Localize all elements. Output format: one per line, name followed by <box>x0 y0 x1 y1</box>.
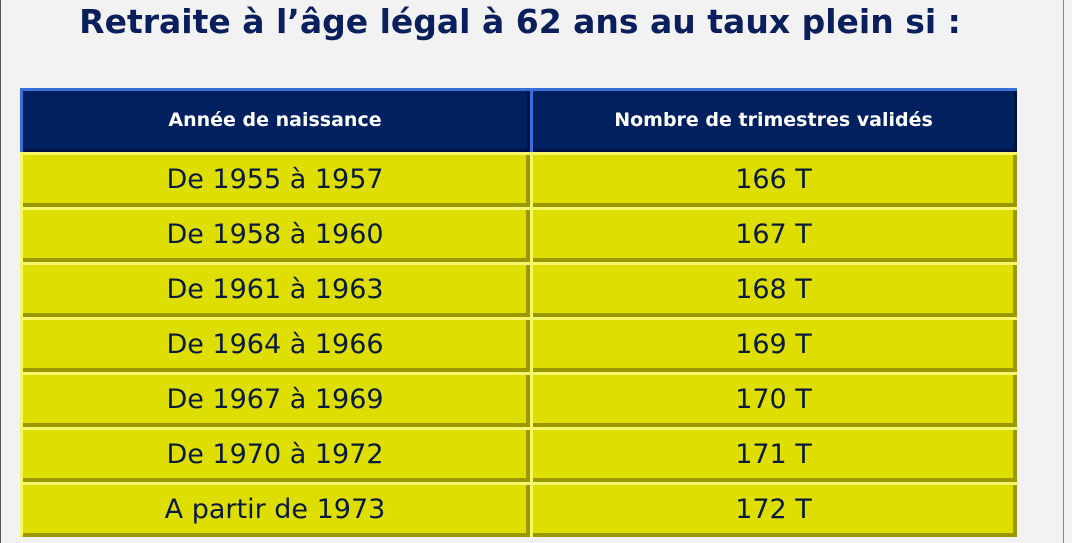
table-row: De 1955 à 1957 166 T <box>20 152 1017 207</box>
table-cell: A partir de 1973 <box>20 482 530 537</box>
table: Année de naissance Nombre de trimestres v… <box>20 88 1017 537</box>
table-cell: 171 T <box>530 427 1017 482</box>
title: Retraite à l’âge légal à 62 ans au taux … <box>79 2 961 41</box>
header-cell: Nombre de trimestres validés <box>530 88 1017 152</box>
header-cell: Année de naissance <box>20 88 530 152</box>
table-cell: De 1967 à 1969 <box>20 372 530 427</box>
table-cell: De 1970 à 1972 <box>20 427 530 482</box>
table-row: De 1967 à 1969 170 T <box>20 372 1017 427</box>
table-cell: 170 T <box>530 372 1017 427</box>
table-row: De 1964 à 1966 169 T <box>20 317 1017 372</box>
table-cell: De 1964 à 1966 <box>20 317 530 372</box>
table-cell: 168 T <box>530 262 1017 317</box>
table-row: De 1958 à 1960 167 T <box>20 207 1017 262</box>
table-cell: De 1958 à 1960 <box>20 207 530 262</box>
table-cell: De 1961 à 1963 <box>20 262 530 317</box>
table-row: De 1970 à 1972 171 T <box>20 427 1017 482</box>
header-row: Année de naissance Nombre de trimestres v… <box>20 88 1017 152</box>
table-cell: 166 T <box>530 152 1017 207</box>
table-row: De 1961 à 1963 168 T <box>20 262 1017 317</box>
table-cell: 167 T <box>530 207 1017 262</box>
table-cell: 169 T <box>530 317 1017 372</box>
table-row: A partir de 1973 172 T <box>20 482 1017 537</box>
table-cell: De 1955 à 1957 <box>20 152 530 207</box>
table-cell: 172 T <box>530 482 1017 537</box>
